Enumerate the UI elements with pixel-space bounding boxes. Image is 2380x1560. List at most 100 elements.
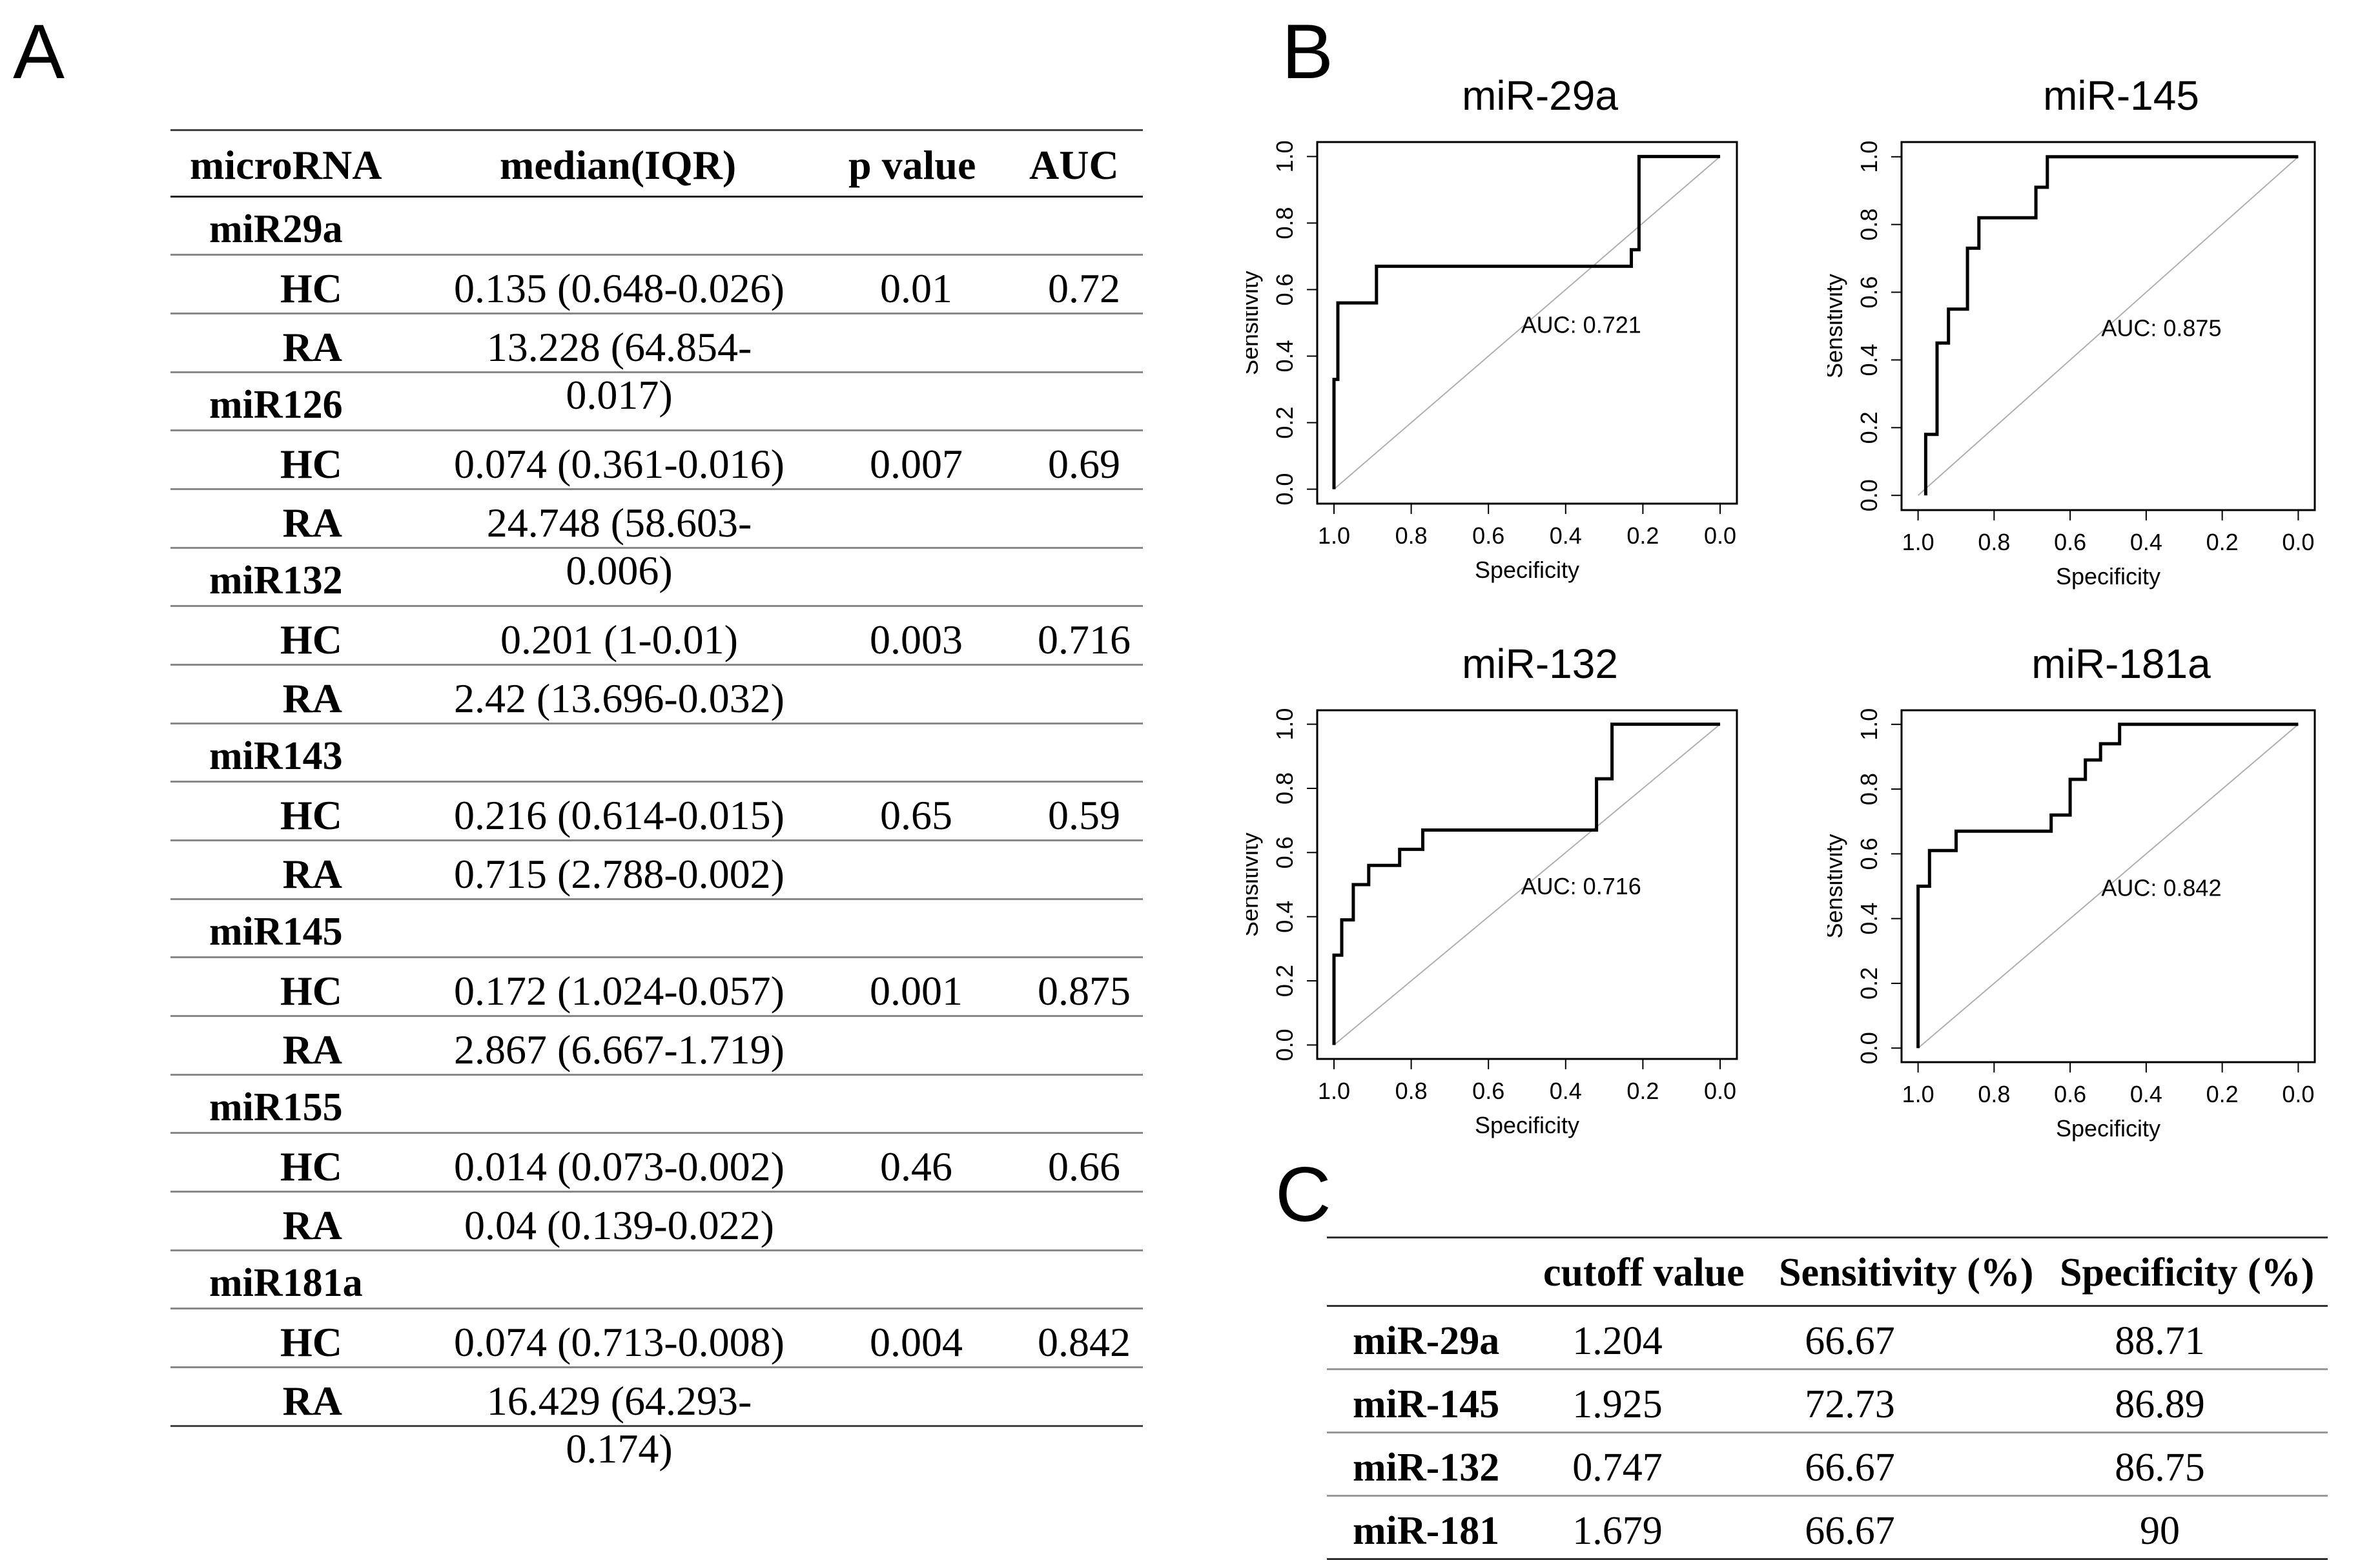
x-tick-label: 0.4 bbox=[1550, 1078, 1582, 1104]
table-row-ra: RA 16.429 (64.293-0.174) bbox=[170, 1368, 1143, 1472]
group-name: miR145 bbox=[209, 910, 343, 954]
table-a: microRNA median(IQR) p value AUC miR29a H… bbox=[170, 129, 1143, 1472]
x-tick-label: 0.4 bbox=[2130, 529, 2162, 555]
auc-annotation: AUC: 0.842 bbox=[2101, 875, 2221, 901]
row-label-hc: HC bbox=[280, 1144, 342, 1189]
y-tick-label: 0.2 bbox=[1856, 411, 1882, 444]
y-tick-label: 0.6 bbox=[1271, 836, 1298, 868]
plot-frame bbox=[1900, 709, 2316, 1063]
p-value: 0.003 bbox=[870, 617, 963, 662]
x-tick-label: 0.2 bbox=[2206, 1081, 2239, 1107]
panel-label-b: B bbox=[1282, 8, 1334, 95]
ra-median: 0.04 (0.139-0.022) bbox=[464, 1202, 774, 1248]
reference-diagonal bbox=[1917, 156, 2299, 496]
row-mirna-name: miR-132 bbox=[1353, 1446, 1500, 1490]
x-tick-label: 0.6 bbox=[1472, 522, 1504, 549]
group-name: miR132 bbox=[209, 559, 343, 602]
y-tick-label: 0.4 bbox=[1856, 903, 1882, 935]
plot-frame bbox=[1316, 141, 1738, 505]
hc-median: 0.172 (1.024-0.057) bbox=[454, 968, 785, 1014]
y-tick-label: 0.6 bbox=[1856, 276, 1882, 309]
table-row-hc: HC 0.216 (0.614-0.015) 0.65 0.59 bbox=[170, 783, 1143, 841]
ra-median: 2.42 (13.696-0.032) bbox=[454, 675, 785, 721]
row-label-hc: HC bbox=[280, 1319, 342, 1365]
row-label-ra: RA bbox=[282, 851, 342, 897]
header-median: median(IQR) bbox=[500, 142, 737, 188]
y-tick-label: 0.4 bbox=[1271, 340, 1298, 372]
row-label-ra: RA bbox=[282, 1378, 342, 1424]
table-c-body: miR-29a 1.204 66.67 88.71 miR-145 1.925 72.73 8… bbox=[1327, 1307, 2328, 1560]
group-row: miR155 bbox=[170, 1076, 1143, 1134]
cutoff-value: 1.925 bbox=[1572, 1382, 1663, 1426]
table-row-hc: HC 0.172 (1.024-0.057) 0.001 0.875 bbox=[170, 958, 1143, 1017]
plot-frame bbox=[1900, 141, 2316, 511]
x-tick-label: 0.8 bbox=[1978, 1081, 2010, 1107]
x-tick-label: 0.0 bbox=[1704, 1078, 1736, 1104]
table-row-ra: RA 13.228 (64.854-0.017) bbox=[170, 314, 1143, 418]
x-tick-label: 0.4 bbox=[2130, 1081, 2162, 1107]
group-name: miR29a bbox=[209, 207, 343, 251]
table-row-ra: RA 0.715 (2.788-0.002) bbox=[170, 841, 1143, 900]
reference-diagonal bbox=[1333, 723, 1721, 1046]
roc-chart-mir-181a: miR-181a 1.0 0.8 0.6 0.4 0.2 0.0 0.0 0.2 0.4 0.6 0.… bbox=[1827, 641, 2316, 1142]
x-axis-label: Specificity bbox=[1475, 1112, 1579, 1138]
table-row-ra: RA 2.867 (6.667-1.719) bbox=[170, 1017, 1143, 1076]
row-label-ra: RA bbox=[282, 500, 342, 546]
x-tick-label: 0.2 bbox=[1626, 522, 1659, 549]
auc-value: 0.66 bbox=[1048, 1144, 1120, 1189]
table-c: cutoff value Sensitivity (%) Specificity… bbox=[1327, 1237, 2328, 1560]
header-microrna: microRNA bbox=[190, 142, 382, 188]
chart-title: miR-132 bbox=[1462, 641, 1618, 687]
header-sensitivity: Sensitivity (%) bbox=[1779, 1251, 2034, 1295]
table-a-body: miR29a HC 0.135 (0.648-0.026) 0.01 0.72 RA 13.… bbox=[170, 198, 1143, 1472]
group-row: miR145 bbox=[170, 900, 1143, 958]
table-row: miR-181 1.679 66.67 90 bbox=[1327, 1497, 2328, 1560]
row-label-hc: HC bbox=[280, 617, 342, 662]
row-mirna-name: miR-181 bbox=[1353, 1509, 1500, 1553]
y-tick-label: 0.8 bbox=[1856, 773, 1882, 805]
auc-annotation: AUC: 0.875 bbox=[2101, 315, 2221, 342]
y-axis-label: Sensitivity bbox=[1246, 832, 1263, 937]
y-tick-label: 1.0 bbox=[1271, 708, 1298, 741]
row-label-hc: HC bbox=[280, 441, 342, 487]
table-row: miR-29a 1.204 66.67 88.71 bbox=[1327, 1307, 2328, 1370]
auc-value: 0.59 bbox=[1048, 792, 1120, 838]
table-a-header: microRNA median(IQR) p value AUC bbox=[170, 129, 1143, 198]
y-tick-label: 0.4 bbox=[1271, 901, 1298, 933]
group-name: miR181a bbox=[209, 1261, 363, 1305]
roc-curve bbox=[1332, 723, 1720, 1045]
sensitivity-value: 66.67 bbox=[1805, 1509, 1895, 1553]
auc-value: 0.716 bbox=[1038, 617, 1131, 662]
auc-value: 0.72 bbox=[1048, 265, 1120, 311]
x-tick-label: 1.0 bbox=[1318, 522, 1350, 549]
y-tick-label: 0.8 bbox=[1271, 772, 1298, 805]
x-tick-label: 0.6 bbox=[2054, 529, 2086, 555]
auc-annotation: AUC: 0.716 bbox=[1521, 873, 1641, 899]
roc-curve bbox=[1923, 155, 2299, 496]
hc-median: 0.014 (0.073-0.002) bbox=[454, 1144, 785, 1189]
table-row-hc: HC 0.014 (0.073-0.002) 0.46 0.66 bbox=[170, 1134, 1143, 1193]
reference-diagonal bbox=[1917, 724, 2299, 1049]
y-tick-label: 0.2 bbox=[1856, 967, 1882, 1000]
panel-label-a: A bbox=[13, 8, 65, 95]
table-row-ra: RA 2.42 (13.696-0.032) bbox=[170, 666, 1143, 724]
y-tick-label: 0.8 bbox=[1271, 207, 1298, 239]
hc-median: 0.201 (1-0.01) bbox=[500, 617, 738, 662]
group-row: miR29a bbox=[170, 198, 1143, 256]
x-tick-label: 1.0 bbox=[1318, 1078, 1350, 1104]
auc-value: 0.842 bbox=[1038, 1319, 1131, 1365]
reference-diagonal bbox=[1333, 156, 1721, 490]
specificity-value: 86.89 bbox=[2115, 1382, 2205, 1426]
specificity-value: 86.75 bbox=[2115, 1446, 2205, 1490]
x-axis-label: Specificity bbox=[2056, 1115, 2160, 1142]
row-label-ra: RA bbox=[282, 324, 342, 370]
y-tick-label: 0.2 bbox=[1271, 965, 1298, 997]
hc-median: 0.216 (0.614-0.015) bbox=[454, 792, 785, 838]
specificity-value: 90 bbox=[2140, 1509, 2180, 1553]
row-label-ra: RA bbox=[282, 1202, 342, 1248]
x-tick-label: 1.0 bbox=[1902, 1081, 1934, 1107]
group-row: miR181a bbox=[170, 1251, 1143, 1309]
group-row: miR143 bbox=[170, 724, 1143, 783]
row-mirna-name: miR-29a bbox=[1353, 1319, 1500, 1363]
ra-median: 24.748 (58.603-0.006) bbox=[486, 500, 752, 593]
